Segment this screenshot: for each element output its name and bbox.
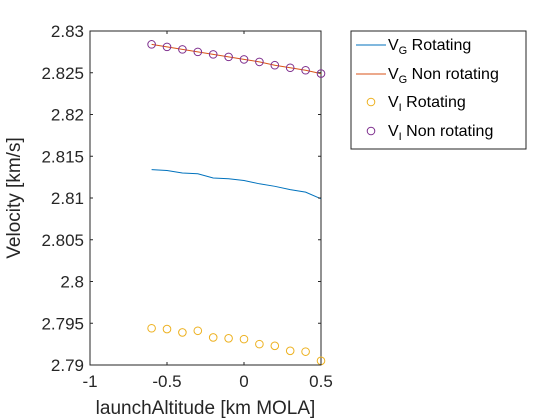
- y-axis-label: Velocity [km/s]: [4, 137, 25, 258]
- y-tick-label: 2.8: [60, 273, 84, 292]
- x-tick-label: -0.5: [152, 372, 181, 391]
- x-tick-label: 0: [239, 372, 248, 391]
- x-axis-label: launchAltitude [km MOLA]: [96, 398, 316, 419]
- y-tick-label: 2.815: [41, 147, 84, 166]
- y-tick-label: 2.81: [51, 189, 84, 208]
- y-tick-label: 2.83: [51, 22, 84, 41]
- y-tick-label: 2.795: [41, 314, 84, 333]
- plot-area: [90, 31, 321, 365]
- y-tick-label: 2.82: [51, 106, 84, 125]
- y-tick-label: 2.79: [51, 356, 84, 375]
- x-tick-label: 0.5: [309, 372, 333, 391]
- y-tick-label: 2.825: [41, 64, 84, 83]
- x-tick-label: -1: [82, 372, 97, 391]
- y-tick-label: 2.805: [41, 231, 84, 250]
